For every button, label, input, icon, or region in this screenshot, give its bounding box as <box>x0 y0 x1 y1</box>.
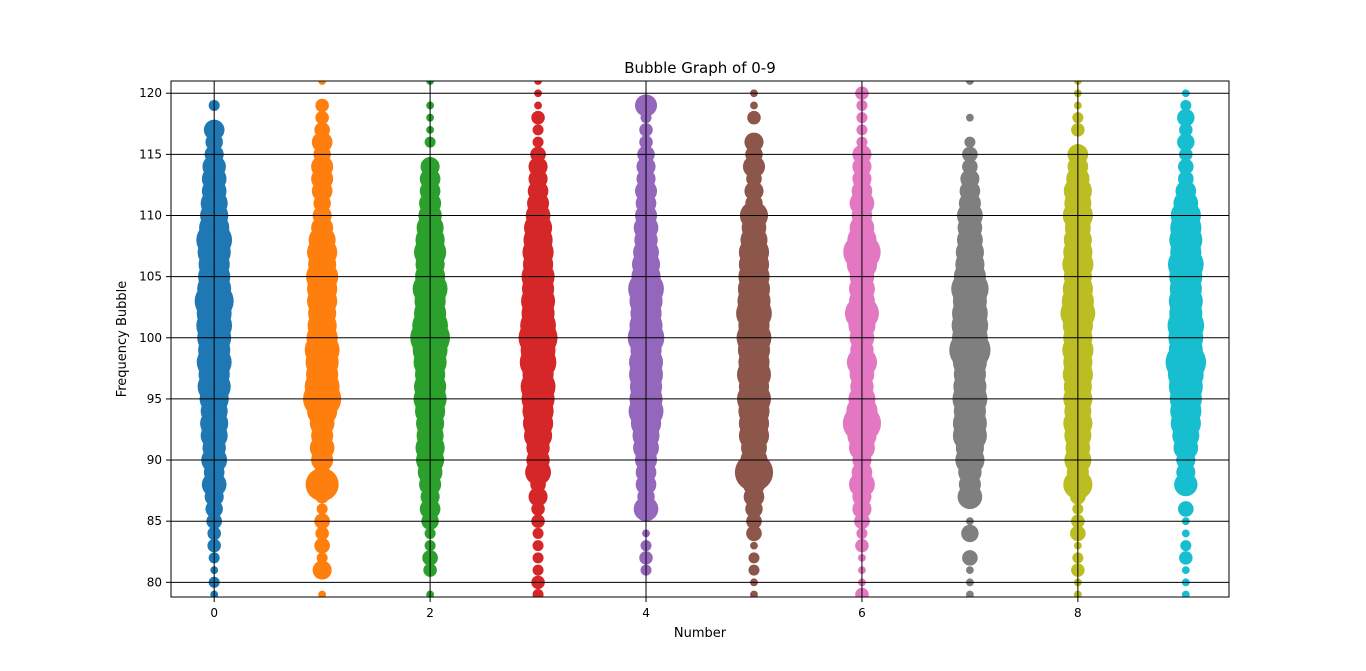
y-tick-label: 90 <box>147 453 162 467</box>
x-tick-label: 4 <box>642 606 650 620</box>
bubble-point <box>748 552 760 564</box>
bubble-layer <box>194 81 1207 597</box>
bubble-point <box>532 552 544 564</box>
bubble-point <box>747 110 761 125</box>
bubble-point <box>1179 551 1193 565</box>
bubble-point <box>315 98 329 113</box>
bubble-point <box>532 564 544 576</box>
bubble-point <box>532 589 544 597</box>
x-tick-label: 2 <box>426 606 434 620</box>
x-tick-label: 8 <box>1074 606 1082 620</box>
bubble-point <box>532 527 544 539</box>
y-tick-label: 120 <box>139 86 162 100</box>
x-axis-label: Number <box>674 626 727 641</box>
bubble-point <box>528 487 548 507</box>
bubble-point <box>965 566 974 574</box>
bubble-point <box>748 564 760 576</box>
bubble-point <box>1180 540 1192 552</box>
y-tick-label: 95 <box>147 392 162 406</box>
bubble-point <box>318 81 327 85</box>
bubble-point <box>311 131 333 153</box>
y-tick-label: 115 <box>139 147 162 161</box>
bubble-point <box>746 525 762 542</box>
series-7 <box>949 81 991 597</box>
y-axis-ticks: 80 85 90 95 100 105 110 115 120 <box>139 86 171 589</box>
bubble-point <box>316 552 328 564</box>
bubble-point <box>1175 180 1197 202</box>
series-8 <box>1060 81 1096 597</box>
y-tick-label: 85 <box>147 514 162 528</box>
bubble-point <box>1177 108 1195 127</box>
y-tick-label: 80 <box>147 575 162 589</box>
series-4 <box>627 94 665 576</box>
bubble-point <box>531 110 545 125</box>
bubble-point <box>962 158 978 175</box>
x-tick-label: 6 <box>858 606 866 620</box>
bubble-point <box>1177 133 1195 151</box>
bubble-point <box>1181 529 1190 538</box>
y-axis-label: Frequency Bubble <box>115 281 130 398</box>
bubble-point <box>744 181 764 201</box>
bubble-point <box>1178 158 1194 175</box>
y-tick-label: 105 <box>139 270 162 284</box>
y-tick-label: 110 <box>139 209 162 223</box>
bubble-point <box>305 467 339 502</box>
bubble-point <box>534 101 542 110</box>
bubble-point <box>314 537 330 554</box>
bubble-point <box>532 540 544 552</box>
bubble-point <box>315 526 329 541</box>
bubble-point <box>965 590 974 597</box>
bubble-point <box>316 503 328 515</box>
series-9 <box>1165 89 1207 597</box>
bubble-point <box>528 157 548 177</box>
grid-lines <box>171 81 1229 597</box>
bubble-point <box>961 524 979 543</box>
bubble-point <box>314 122 330 138</box>
plot-frame <box>170 80 1230 598</box>
series-5 <box>734 89 774 597</box>
y-tick-label: 100 <box>139 331 162 345</box>
bubble-point <box>960 169 980 189</box>
x-tick-label: 0 <box>210 606 218 620</box>
bubble-point <box>315 110 329 125</box>
bubble-point <box>532 124 544 136</box>
bubble-point <box>318 590 327 597</box>
series-3 <box>518 81 558 597</box>
bubble-point <box>964 136 976 148</box>
bubble-point <box>312 560 332 580</box>
bubble-point <box>750 541 758 550</box>
bubble-point <box>1178 501 1194 517</box>
bubble-point <box>744 132 764 152</box>
bubble-point <box>750 101 758 110</box>
chart-title: Bubble Graph of 0-9 <box>624 59 776 77</box>
bubble-point <box>962 550 978 566</box>
bubble-point <box>1181 590 1190 597</box>
bubble-point <box>965 81 974 85</box>
bubble-point <box>1181 566 1190 574</box>
bubble-point <box>534 81 542 85</box>
x-axis-ticks: 0 2 4 6 8 <box>210 597 1082 620</box>
bubble-point <box>965 113 974 122</box>
bubble-point <box>1180 99 1192 111</box>
bubble-point <box>750 590 758 597</box>
bubble-point <box>1179 123 1193 137</box>
bubble-point <box>1178 171 1194 187</box>
bubble-point <box>532 136 544 148</box>
